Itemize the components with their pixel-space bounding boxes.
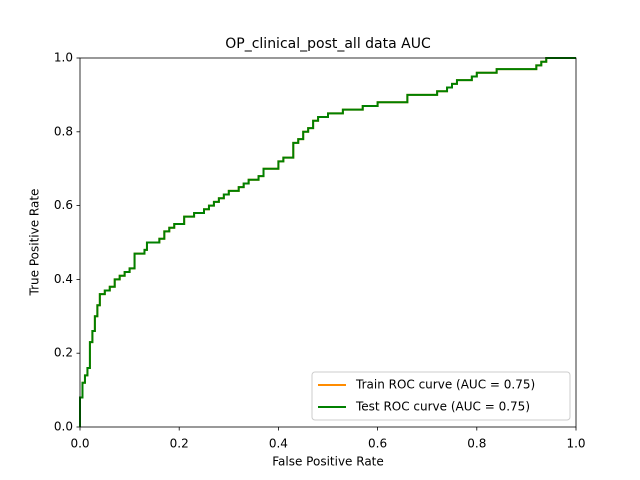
x-axis-label: False Positive Rate bbox=[272, 455, 384, 469]
legend-box bbox=[311, 371, 571, 421]
x-tick-label: 0.8 bbox=[467, 437, 486, 451]
x-tick-label: 0.0 bbox=[70, 437, 89, 451]
legend-label: Train ROC curve (AUC = 0.75) bbox=[355, 378, 535, 392]
y-tick-label: 0.0 bbox=[54, 420, 73, 434]
y-tick-label: 0.8 bbox=[54, 124, 73, 138]
y-tick-label: 0.2 bbox=[54, 346, 73, 360]
x-tick-label: 0.4 bbox=[269, 437, 288, 451]
roc-line bbox=[79, 57, 576, 427]
legend: Train ROC curve (AUC = 0.75) Test ROC cur… bbox=[311, 371, 571, 421]
y-tick-label: 1.0 bbox=[54, 51, 73, 65]
y-tick-label: 0.6 bbox=[54, 198, 73, 212]
chart-title: OP_clinical_post_all data AUC bbox=[225, 36, 431, 52]
x-tick-label: 0.2 bbox=[170, 437, 189, 451]
y-tick-label: 0.4 bbox=[54, 272, 73, 286]
legend-label: Test ROC curve (AUC = 0.75) bbox=[355, 400, 530, 414]
x-tick-label: 0.6 bbox=[368, 437, 387, 451]
x-tick-label: 1.0 bbox=[566, 437, 585, 451]
plot-frame bbox=[79, 57, 577, 428]
y-axis-label: True Positive Rate bbox=[28, 189, 42, 297]
